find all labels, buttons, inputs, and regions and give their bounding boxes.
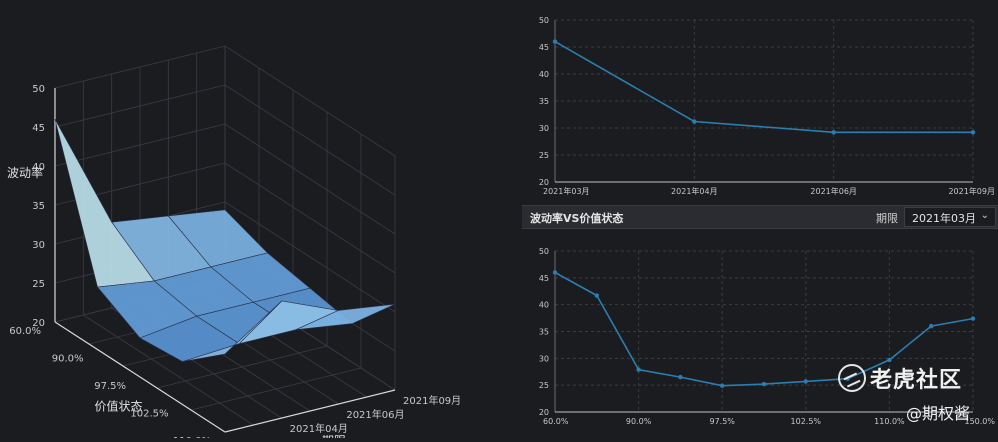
z-tick-label: 50 xyxy=(32,84,45,95)
y-tick-label: 25 xyxy=(539,381,549,390)
term-structure-svg: 20 25 30 35 40 45 50 2021年03月 2021年04月 2021年06月 20… xyxy=(539,16,995,196)
data-point xyxy=(720,383,725,388)
x-tick-label: 2021年09月 xyxy=(948,186,995,196)
y-tick-label: 25 xyxy=(539,151,549,160)
data-point xyxy=(594,293,599,298)
surface-cell xyxy=(54,119,155,288)
moneyness-tick-label: 102.5% xyxy=(130,409,168,420)
y-tick-label: 45 xyxy=(539,274,549,283)
y-tick-label: 40 xyxy=(539,301,549,310)
y-tick-label: 50 xyxy=(539,247,549,256)
data-point xyxy=(678,374,683,380)
term-select-value: 2021年03月 xyxy=(912,212,976,225)
y-tick-label: 20 xyxy=(539,178,549,187)
z-tick-label: 35 xyxy=(32,201,45,212)
data-point xyxy=(970,316,976,321)
y-tick-label: 50 xyxy=(539,16,549,25)
expiry-axis xyxy=(224,389,396,433)
wall-gridline xyxy=(54,123,396,235)
term-select[interactable]: 2021年03月 ⌄ xyxy=(904,207,996,227)
data-point xyxy=(636,367,641,372)
surface-mesh xyxy=(54,119,396,362)
wall-gridline xyxy=(54,45,396,157)
data-point xyxy=(887,357,892,363)
z-tick-label: 40 xyxy=(32,162,45,173)
y-tick-label: 40 xyxy=(539,70,549,79)
moneyness-tick-label: 97.5% xyxy=(94,381,126,392)
surface-3d-svg: 2025303540455060.0%90.0%97.5%102.5%110.0… xyxy=(7,45,461,442)
x-tick-label: 2021年04月 xyxy=(671,186,718,196)
data-point xyxy=(552,39,558,44)
data-point xyxy=(761,381,767,387)
term-structure-chart[interactable]: 20 25 30 35 40 45 50 2021年03月 2021年04月 2021年06月 20… xyxy=(520,0,998,200)
series-line xyxy=(554,271,974,387)
panel-header: 波动率VS价值状态 期限 2021年03月 ⌄ xyxy=(522,205,998,229)
x-tick-label: 2021年06月 xyxy=(810,186,857,196)
expiry-axis-title: 期限 xyxy=(322,434,346,438)
surface-cell xyxy=(182,300,282,362)
data-point xyxy=(929,323,934,329)
moneyness-tick-label: 90.0% xyxy=(52,354,84,365)
y-tick-label: 30 xyxy=(539,124,549,133)
moneyness-axis xyxy=(54,321,226,433)
volatility-smile-svg: 20 25 30 35 40 45 50 60.0% 90.0% 97.5% 102.5% 110.0… xyxy=(539,247,996,426)
wall-gridline xyxy=(54,84,396,196)
moneyness-axis-title: 价值状态 xyxy=(94,399,142,414)
z-tick-label: 45 xyxy=(32,123,45,134)
expiry-tick-label: 2021年04月 xyxy=(290,422,348,435)
data-point xyxy=(803,379,808,384)
y-tick-label: 35 xyxy=(539,328,549,337)
floor-gridline xyxy=(83,314,254,426)
expiry-tick-label: 2021年06月 xyxy=(346,408,404,421)
volatility-smile-chart[interactable]: 20 25 30 35 40 45 50 60.0% 90.0% 97.5% 102.5% 110.0… xyxy=(520,234,998,438)
data-point xyxy=(970,130,976,135)
data-point xyxy=(552,270,558,275)
expiry-tick-label: 2021年09月 xyxy=(403,394,461,407)
floor-gridline xyxy=(190,367,362,411)
x-tick-label: 110.0% xyxy=(874,417,905,426)
data-point xyxy=(692,119,697,124)
right-panel: 20 25 30 35 40 45 50 2021年03月 2021年04月 2021年06月 20… xyxy=(520,0,998,438)
z-tick-label: 30 xyxy=(32,240,45,251)
chevron-down-icon: ⌄ xyxy=(980,210,989,221)
x-tick-label: 97.5% xyxy=(709,417,735,426)
series-line xyxy=(554,40,973,134)
y-tick-label: 30 xyxy=(539,354,549,363)
volatility-surface-chart[interactable]: 2025303540455060.0%90.0%97.5%102.5%110.0… xyxy=(0,0,520,442)
data-point xyxy=(845,376,850,381)
data-point xyxy=(831,130,836,135)
y-tick-label: 35 xyxy=(539,97,549,106)
y-tick-label: 20 xyxy=(539,408,549,417)
wall-gridline xyxy=(54,162,396,274)
moneyness-tick-label: 60.0% xyxy=(9,326,41,337)
grid-lines xyxy=(554,19,974,183)
x-tick-label: 150.0% xyxy=(964,417,995,426)
floor-gridline xyxy=(156,345,328,389)
term-label: 期限 xyxy=(876,212,898,225)
y-tick-label: 45 xyxy=(539,43,549,52)
x-tick-label: 60.0% xyxy=(543,417,569,426)
x-tick-label: 102.5% xyxy=(791,417,822,426)
panel-title: 波动率VS价值状态 xyxy=(530,212,624,225)
z-tick-label: 25 xyxy=(32,279,45,290)
x-tick-label: 2021年03月 xyxy=(543,186,590,196)
z-axis-title: 波动率 xyxy=(7,165,43,180)
z-tick-label: 20 xyxy=(32,318,45,329)
x-tick-label: 90.0% xyxy=(626,417,652,426)
